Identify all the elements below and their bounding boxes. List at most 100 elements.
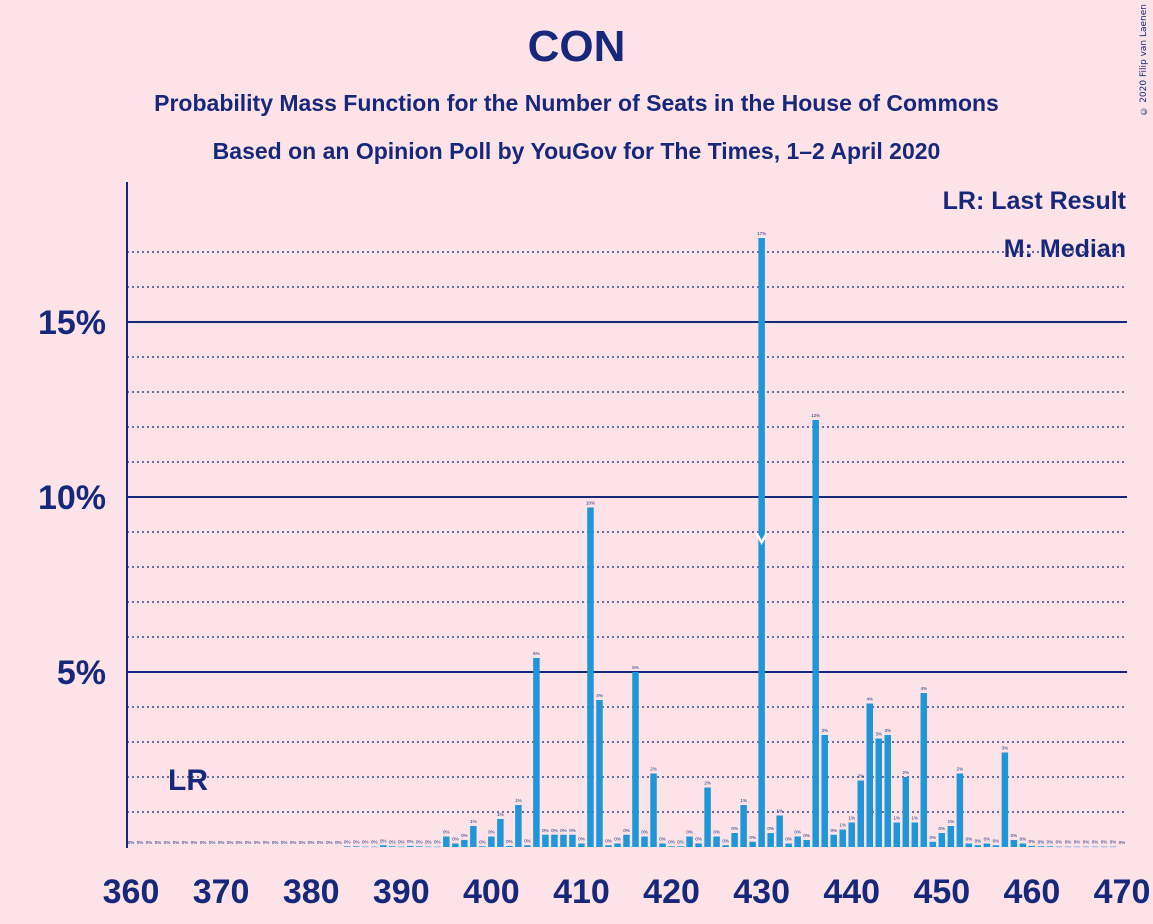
bar-value-label: 1% bbox=[948, 819, 955, 824]
bar-value-label: 0% bbox=[695, 837, 702, 842]
bar-value-label: 0% bbox=[1038, 839, 1045, 844]
bar bbox=[911, 822, 919, 847]
bar-value-label: 0% bbox=[272, 840, 279, 845]
bar bbox=[506, 845, 513, 847]
bar bbox=[1001, 752, 1009, 847]
bar-value-label: 1% bbox=[740, 798, 747, 803]
bar bbox=[1100, 846, 1108, 848]
bar bbox=[1028, 845, 1036, 847]
bar-value-label: 0% bbox=[488, 830, 495, 835]
bar-value-label: 0% bbox=[398, 840, 405, 845]
bar bbox=[839, 829, 846, 847]
bar-value-label: 10% bbox=[586, 501, 595, 506]
bar bbox=[767, 833, 774, 847]
bar-value-label: 0% bbox=[137, 840, 144, 845]
bar-value-label: 4% bbox=[921, 686, 928, 691]
bar-value-label: 0% bbox=[686, 830, 693, 835]
bar-value-label: 0% bbox=[569, 828, 576, 833]
bar bbox=[1019, 843, 1027, 847]
bar-value-label: 0% bbox=[155, 840, 162, 845]
last-result-marker: LR bbox=[168, 764, 208, 797]
x-tick-label: 390 bbox=[373, 873, 430, 911]
bar bbox=[343, 846, 351, 847]
bar-value-label: 0% bbox=[803, 833, 810, 838]
bar-value-label: 2% bbox=[857, 774, 864, 779]
bar-value-label: 0% bbox=[1011, 833, 1018, 838]
bar-value-label: 2% bbox=[650, 767, 657, 772]
bar bbox=[587, 507, 594, 847]
bar-value-label: 17% bbox=[757, 231, 766, 236]
bar bbox=[1091, 846, 1099, 848]
bar-value-label: 0% bbox=[623, 828, 630, 833]
bar-value-label: 0% bbox=[245, 840, 252, 845]
y-tick-label: 15% bbox=[38, 304, 106, 342]
x-tick-label: 470 bbox=[1094, 873, 1151, 911]
bar-value-label: 0% bbox=[551, 828, 558, 833]
bar bbox=[938, 833, 946, 847]
bar bbox=[686, 836, 693, 847]
bar-value-label: 0% bbox=[389, 839, 396, 844]
bar-value-label: 0% bbox=[263, 840, 270, 845]
bar-value-label: 0% bbox=[1092, 840, 1099, 845]
bar bbox=[389, 846, 396, 847]
bar bbox=[875, 738, 882, 847]
x-tick-label: 360 bbox=[103, 873, 160, 911]
bar bbox=[803, 840, 810, 847]
bar-value-label: 0% bbox=[335, 840, 342, 845]
bar-value-label: 0% bbox=[614, 837, 621, 842]
bar bbox=[677, 846, 684, 847]
x-tick-label: 450 bbox=[913, 873, 970, 911]
bar bbox=[398, 846, 405, 848]
bar bbox=[605, 845, 612, 847]
bar bbox=[1046, 846, 1054, 847]
bar-value-label: 3% bbox=[875, 732, 882, 737]
bar bbox=[416, 846, 423, 847]
bar bbox=[956, 773, 964, 847]
bar-value-label: 0% bbox=[146, 840, 153, 845]
bar-value-label: 0% bbox=[939, 826, 946, 831]
bar-value-label: 0% bbox=[524, 838, 531, 843]
bar-value-label: 0% bbox=[317, 840, 324, 845]
bar bbox=[749, 841, 756, 847]
bar bbox=[920, 693, 928, 847]
bar-value-label: 0% bbox=[506, 839, 513, 844]
bar-value-label: 0% bbox=[966, 837, 973, 842]
bar bbox=[668, 846, 675, 847]
bar bbox=[470, 826, 477, 847]
bar-value-label: 4% bbox=[866, 697, 873, 702]
bar bbox=[974, 845, 982, 847]
bar bbox=[929, 841, 937, 847]
bar-value-label: 0% bbox=[173, 840, 180, 845]
bar-value-label: 1% bbox=[515, 798, 522, 803]
bar-value-label: 2% bbox=[903, 770, 910, 775]
bar bbox=[857, 780, 864, 847]
bar bbox=[632, 672, 639, 847]
bar-value-label: 0% bbox=[461, 833, 468, 838]
bar bbox=[830, 834, 837, 847]
bar-value-label: 0% bbox=[794, 830, 801, 835]
x-tick-label: 430 bbox=[733, 873, 790, 911]
x-tick-label: 380 bbox=[283, 873, 340, 911]
bar bbox=[1010, 840, 1018, 847]
bar-value-label: 0% bbox=[677, 839, 684, 844]
bar-value-label: 0% bbox=[984, 837, 991, 842]
bar bbox=[1073, 846, 1081, 848]
bar-value-label: 0% bbox=[641, 830, 648, 835]
bar-value-label: 0% bbox=[353, 839, 360, 844]
bar-value-label: 0% bbox=[236, 840, 243, 845]
bar bbox=[650, 773, 657, 847]
bar-value-label: 0% bbox=[299, 840, 306, 845]
y-tick-label: 5% bbox=[57, 654, 106, 692]
bar-value-label: 0% bbox=[362, 840, 369, 845]
bar bbox=[776, 815, 783, 847]
bar bbox=[542, 834, 549, 847]
bar-value-label: 0% bbox=[227, 840, 234, 845]
bar-value-label: 0% bbox=[1119, 840, 1126, 845]
bar bbox=[488, 836, 495, 847]
bar-value-label: 0% bbox=[200, 840, 207, 845]
bar-value-label: 0% bbox=[209, 840, 216, 845]
bar-value-label: 0% bbox=[164, 840, 171, 845]
x-tick-label: 400 bbox=[463, 873, 520, 911]
bar bbox=[992, 845, 1000, 847]
bar-value-label: 3% bbox=[1002, 746, 1009, 751]
